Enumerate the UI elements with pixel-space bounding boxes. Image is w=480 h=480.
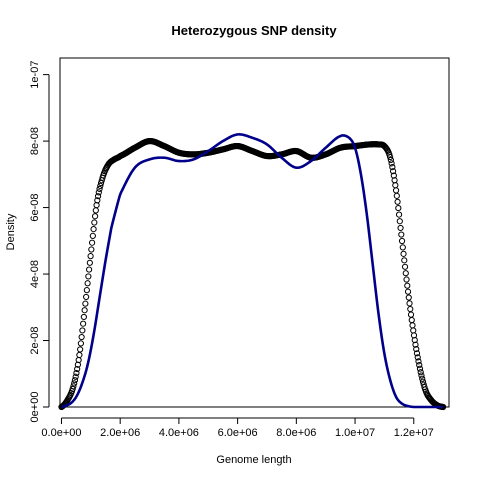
density-point <box>83 293 90 301</box>
density-point <box>70 383 77 390</box>
x-axis-label: Genome length <box>216 454 291 466</box>
density-point <box>89 232 96 239</box>
density-point <box>87 253 94 260</box>
density-point <box>419 378 427 385</box>
density-point <box>73 369 80 377</box>
density-point <box>393 192 400 199</box>
density-point <box>403 276 410 283</box>
density-point <box>69 385 76 393</box>
density-point <box>413 350 421 357</box>
density-point <box>414 354 421 361</box>
density-point <box>416 365 424 372</box>
density-point <box>72 373 79 380</box>
density-point <box>392 187 400 194</box>
density-point <box>396 218 403 225</box>
density-point <box>399 244 406 251</box>
y-axis-label: Density <box>5 213 17 250</box>
density-point <box>405 294 412 301</box>
density-point <box>77 340 84 347</box>
y-tick-label: 4e-08 <box>29 260 41 288</box>
density-point <box>80 320 87 327</box>
density-point <box>78 333 85 341</box>
density-point <box>81 307 88 314</box>
density-point <box>392 182 399 189</box>
density-point <box>401 257 408 264</box>
plot-frame <box>59 57 450 408</box>
series-layer <box>58 133 447 411</box>
density-point <box>74 365 81 373</box>
density-point <box>80 313 87 321</box>
density-point <box>90 226 97 233</box>
x-tick-label: 2.0e+06 <box>100 427 140 439</box>
density-point <box>395 204 402 212</box>
density-point <box>401 263 409 270</box>
density-point <box>388 160 395 167</box>
y-tick-label: 1e-07 <box>29 61 41 89</box>
density-point <box>95 189 102 196</box>
density-point <box>415 358 422 365</box>
y-tick-label: 2e-08 <box>29 326 41 354</box>
density-point <box>404 288 412 295</box>
density-point <box>88 239 96 246</box>
density-point <box>419 375 426 382</box>
density-point <box>398 237 406 245</box>
density-point <box>97 182 104 189</box>
x-tick-label: 1.2e+07 <box>394 427 434 439</box>
density-point <box>389 164 396 171</box>
x-tick-label: 0.0e+00 <box>41 427 81 439</box>
density-point <box>94 193 102 200</box>
density-point <box>82 300 89 307</box>
x-tick-label: 8.0e+06 <box>276 427 316 439</box>
chart-title: Heterozygous SNP density <box>171 23 337 38</box>
density-point <box>79 327 86 334</box>
density-point <box>407 305 414 313</box>
y-tick-label: 6e-08 <box>29 194 41 222</box>
density-point <box>413 345 420 353</box>
density-point <box>389 168 397 175</box>
density-point <box>91 219 98 226</box>
density-point <box>71 380 78 387</box>
x-tick-label: 4.0e+06 <box>159 427 199 439</box>
density-point <box>91 213 99 220</box>
y-tick-label: 8e-08 <box>29 127 41 155</box>
density-point <box>92 207 99 214</box>
density-point <box>411 337 418 344</box>
density-point <box>77 346 84 353</box>
density-point <box>412 341 419 348</box>
density-point <box>86 266 93 273</box>
density-point <box>395 211 403 218</box>
density-point <box>398 231 405 238</box>
density-point <box>404 282 411 289</box>
axes: 0.0e+00 2.0e+06 4.0e+06 6.0e+06 8.0e+06 1.0e+… <box>29 61 434 439</box>
density-point <box>86 259 93 266</box>
y-tick-label: 0e+00 <box>29 392 41 423</box>
density-point <box>88 246 95 253</box>
density-point <box>394 198 401 205</box>
density-point <box>408 316 415 324</box>
density-point <box>397 224 404 232</box>
density-point <box>417 369 424 376</box>
density-point <box>83 287 90 294</box>
density-point <box>410 327 417 334</box>
density-point <box>407 311 415 318</box>
density-line <box>61 133 444 409</box>
density-point <box>402 270 409 277</box>
density-point <box>76 351 83 359</box>
density-point <box>400 250 407 257</box>
density-point <box>85 273 92 280</box>
x-tick-label: 6.0e+06 <box>218 427 258 439</box>
density-point <box>387 156 394 164</box>
density-point <box>418 372 425 379</box>
density-point <box>71 377 79 384</box>
density-point <box>94 197 101 204</box>
density-point <box>96 185 103 193</box>
density-point <box>84 280 91 287</box>
density-point <box>416 362 423 369</box>
x-tick-label: 1.0e+07 <box>335 427 375 439</box>
density-point <box>409 322 416 329</box>
density-point <box>387 153 394 161</box>
density-point <box>406 300 413 307</box>
